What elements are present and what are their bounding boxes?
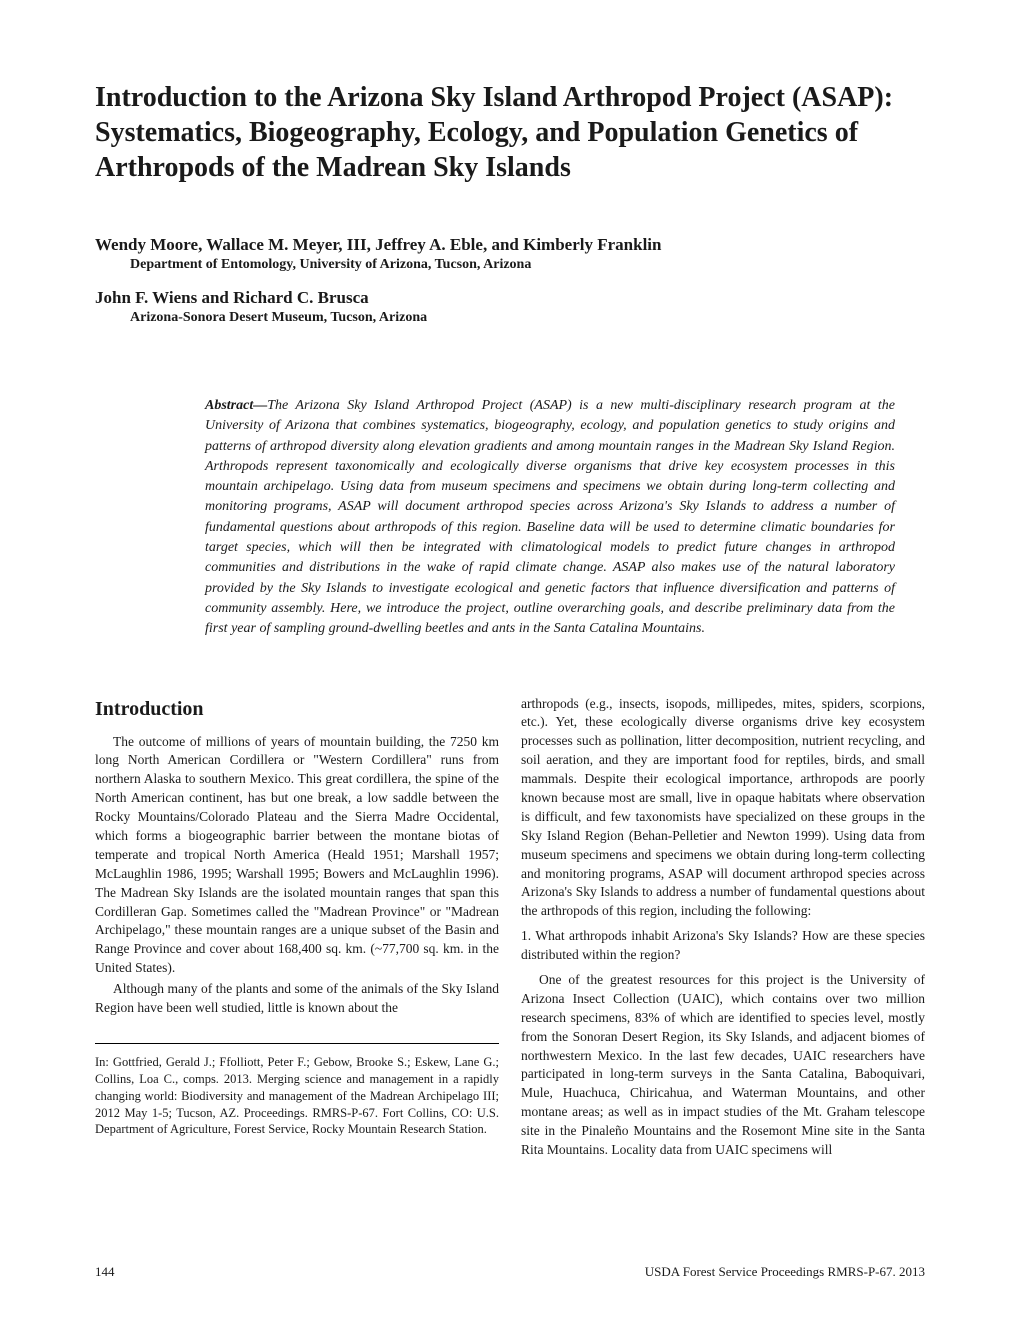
citation-divider: [95, 1043, 499, 1044]
affiliation-1: Department of Entomology, University of …: [95, 257, 925, 273]
body-columns: Introduction The outcome of millions of …: [95, 695, 925, 1162]
right-paragraph-2: 1. What arthropods inhabit Arizona's Sky…: [521, 927, 925, 965]
author-names-2: John F. Wiens and Richard C. Brusca: [95, 288, 925, 308]
right-column: arthropods (e.g., insects, isopods, mill…: [521, 695, 925, 1162]
abstract-text: Abstract—The Arizona Sky Island Arthropo…: [205, 396, 895, 640]
abstract-label: Abstract—: [205, 398, 267, 413]
left-paragraph-2: Although many of the plants and some of …: [95, 980, 499, 1018]
paper-title: Introduction to the Arizona Sky Island A…: [95, 80, 925, 185]
affiliation-2: Arizona-Sonora Desert Museum, Tucson, Ar…: [95, 310, 925, 326]
author-group-2: John F. Wiens and Richard C. Brusca Ariz…: [95, 288, 925, 326]
author-group-1: Wendy Moore, Wallace M. Meyer, III, Jeff…: [95, 235, 925, 273]
section-heading-introduction: Introduction: [95, 695, 499, 723]
page-footer: 144 USDA Forest Service Proceedings RMRS…: [95, 1264, 925, 1280]
right-paragraph-1: arthropods (e.g., insects, isopods, mill…: [521, 695, 925, 922]
abstract-body: The Arizona Sky Island Arthropod Project…: [205, 398, 895, 636]
author-names-1: Wendy Moore, Wallace M. Meyer, III, Jeff…: [95, 235, 925, 255]
abstract-block: Abstract—The Arizona Sky Island Arthropo…: [95, 396, 925, 640]
footer-right-text: USDA Forest Service Proceedings RMRS-P-6…: [645, 1264, 925, 1280]
page-number: 144: [95, 1264, 115, 1280]
right-paragraph-3: One of the greatest resources for this p…: [521, 971, 925, 1160]
left-column: Introduction The outcome of millions of …: [95, 695, 499, 1162]
left-paragraph-1: The outcome of millions of years of moun…: [95, 733, 499, 979]
citation-text: In: Gottfried, Gerald J.; Ffolliott, Pet…: [95, 1054, 499, 1138]
